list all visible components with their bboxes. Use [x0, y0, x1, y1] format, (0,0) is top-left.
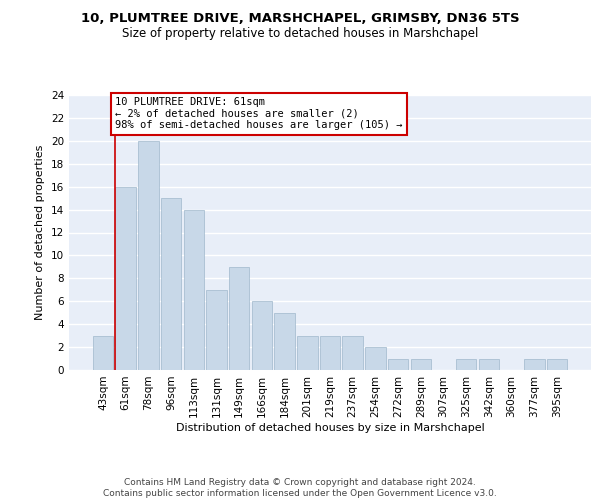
Bar [456, 358, 476, 370]
X-axis label: Distribution of detached houses by size in Marshchapel: Distribution of detached houses by size … [176, 422, 484, 432]
Bar [115, 186, 136, 370]
Text: 10 PLUMTREE DRIVE: 61sqm
← 2% of detached houses are smaller (2)
98% of semi-det: 10 PLUMTREE DRIVE: 61sqm ← 2% of detache… [115, 98, 403, 130]
Text: Contains HM Land Registry data © Crown copyright and database right 2024.
Contai: Contains HM Land Registry data © Crown c… [103, 478, 497, 498]
Bar [251, 301, 272, 370]
Bar [161, 198, 181, 370]
Bar [297, 336, 317, 370]
Bar [479, 358, 499, 370]
Bar [410, 358, 431, 370]
Bar [524, 358, 545, 370]
Text: Size of property relative to detached houses in Marshchapel: Size of property relative to detached ho… [122, 28, 478, 40]
Bar [274, 312, 295, 370]
Bar [547, 358, 567, 370]
Text: 10, PLUMTREE DRIVE, MARSHCHAPEL, GRIMSBY, DN36 5TS: 10, PLUMTREE DRIVE, MARSHCHAPEL, GRIMSBY… [80, 12, 520, 26]
Bar [138, 141, 158, 370]
Bar [229, 267, 250, 370]
Bar [388, 358, 409, 370]
Bar [343, 336, 363, 370]
Bar [206, 290, 227, 370]
Bar [184, 210, 204, 370]
Bar [320, 336, 340, 370]
Bar [93, 336, 113, 370]
Bar [365, 347, 386, 370]
Y-axis label: Number of detached properties: Number of detached properties [35, 145, 46, 320]
